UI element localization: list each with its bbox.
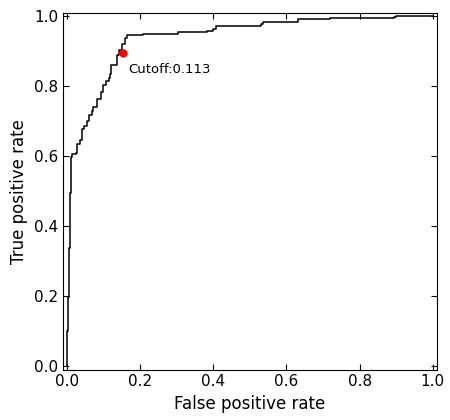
Y-axis label: True positive rate: True positive rate (10, 119, 28, 263)
Text: Cutoff:0.113: Cutoff:0.113 (128, 63, 210, 76)
X-axis label: False positive rate: False positive rate (174, 395, 325, 413)
